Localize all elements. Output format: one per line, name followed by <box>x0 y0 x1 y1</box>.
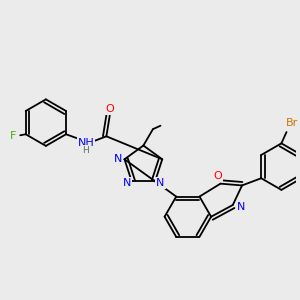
Text: O: O <box>213 171 222 181</box>
Text: Br: Br <box>286 118 298 128</box>
Text: H: H <box>82 146 89 154</box>
Text: O: O <box>105 104 114 114</box>
Text: N: N <box>114 154 122 164</box>
Text: N: N <box>156 178 165 188</box>
Text: N: N <box>237 202 245 212</box>
Text: N: N <box>122 178 131 188</box>
Text: NH: NH <box>77 138 94 148</box>
Text: F: F <box>10 131 16 141</box>
